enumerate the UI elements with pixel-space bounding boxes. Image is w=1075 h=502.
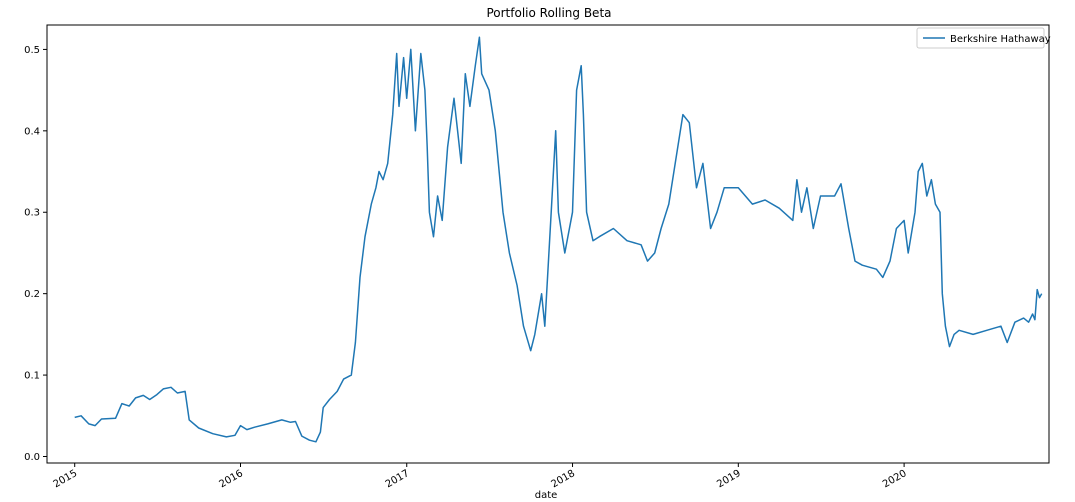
legend-label: Berkshire Hathaway [950,34,1051,45]
x-axis: 2015 2016 2017 2018 2019 2020 [52,463,909,490]
y-axis: 0.0 0.1 0.2 0.3 0.4 0.5 [24,45,47,463]
x-tick-label: 2016 [217,468,245,490]
legend-box [916,27,1045,49]
x-tick-label: 2019 [715,468,743,490]
y-tick-label: 0.2 [24,289,40,300]
y-tick-label: 0.5 [24,45,40,56]
x-tick-label: 2015 [52,468,80,490]
x-axis-label: date [535,490,558,501]
x-tick-label: 2020 [881,468,909,490]
series-line-berkshire-hathaway [74,36,1043,443]
y-tick-label: 0.1 [24,371,40,382]
chart-title: Portfolio Rolling Beta [486,6,611,20]
plot-area-frame [46,24,1050,464]
x-tick-label: 2017 [384,468,412,490]
legend: Berkshire Hathaway [916,27,1051,49]
x-tick-label: 2018 [549,468,577,490]
y-tick-label: 0.3 [24,208,40,219]
y-tick-label: 0.0 [24,452,40,463]
y-tick-label: 0.4 [24,126,40,137]
